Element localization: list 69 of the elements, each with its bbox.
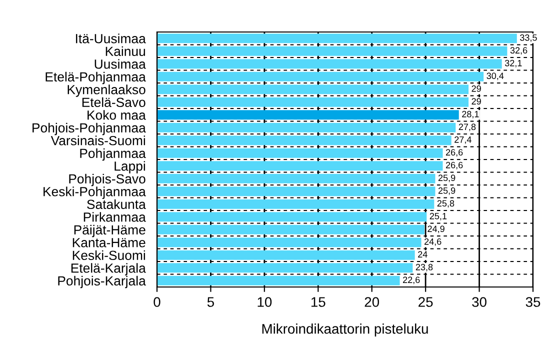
data-label: 25,8: [437, 200, 454, 208]
y-tick-label: Etelä-Savo: [82, 97, 146, 108]
bar: [157, 136, 452, 146]
x-tick-label: 35: [526, 297, 540, 307]
y-tick-label: Päijät-Häme: [74, 224, 146, 238]
data-label: 33,5: [520, 34, 537, 42]
bar: [157, 250, 415, 260]
data-label: 32,1: [504, 60, 522, 68]
y-tick-label: Varsinais-Suomi: [50, 136, 146, 146]
x-tick-label: 5: [207, 297, 214, 307]
bar: [157, 97, 469, 107]
data-label: 27,4: [454, 136, 472, 144]
data-label: 26,6: [446, 162, 463, 170]
data-label: 23,8: [416, 264, 433, 272]
data-label: 24: [418, 251, 428, 258]
y-tick-label: Lappi: [114, 161, 146, 174]
bar: [157, 110, 459, 120]
x-tick-label: 30: [472, 297, 486, 307]
data-label: 28,1: [462, 110, 479, 118]
y-tick-label: Itä-Uusimaa: [76, 34, 146, 44]
y-tick-label: Etelä-Pohjanmaa: [46, 72, 146, 84]
bar: [157, 46, 508, 56]
bar: [157, 238, 422, 248]
bar: [157, 72, 484, 82]
y-tick-label: Kanta-Häme: [72, 238, 146, 248]
data-label: 25,1: [430, 212, 447, 220]
y-tick-label: Satakunta: [87, 199, 146, 210]
bar: [157, 34, 517, 44]
bar: [157, 122, 456, 132]
bar: [157, 224, 424, 234]
data-label: 24,9: [428, 226, 444, 234]
data-label: 30,4: [486, 72, 504, 80]
y-tick-label: Pohjois-Karjala: [58, 276, 146, 288]
data-label: 29: [472, 98, 481, 105]
y-tick-label: Pohjois-Pohjanmaa: [32, 122, 146, 136]
data-label: 25,9: [438, 187, 456, 195]
bar: [157, 161, 443, 171]
y-tick-label: Kymenlaakso: [68, 84, 146, 97]
y-tick-label: Etelä-Karjala: [71, 263, 146, 276]
bar: [157, 84, 469, 94]
y-tick-label: Uusimaa: [94, 59, 146, 69]
data-label: 29: [472, 85, 481, 92]
bar: [157, 59, 502, 69]
y-tick-label: Pirkanmaa: [84, 212, 146, 222]
y-tick-label: Keski-Pohjanmaa: [44, 186, 146, 199]
x-tick-label: 15: [311, 297, 326, 307]
y-tick-label: Kainuu: [106, 46, 146, 56]
y-tick-label: Keski-Suomi: [72, 250, 145, 260]
bar: [157, 186, 436, 196]
bar: [157, 263, 413, 273]
data-label: 32,6: [510, 47, 528, 55]
bar: [157, 174, 436, 184]
x-tick-label: 10: [258, 297, 272, 307]
data-label: 22,6: [403, 276, 420, 284]
x-tick-label: 25: [418, 297, 433, 307]
bar: [157, 276, 400, 286]
bar: [157, 199, 434, 209]
bar: [157, 148, 443, 158]
x-tick-label: 0: [154, 297, 160, 307]
data-label: 26,6: [446, 149, 463, 157]
x-axis-title: Mikroindikaattorin pisteluku: [262, 324, 428, 337]
y-tick-label: Pohjois-Savo: [69, 174, 146, 186]
y-tick-label: Pohjanmaa: [80, 148, 146, 161]
y-tick-label: Koko maa: [88, 110, 146, 120]
data-label: 24,6: [424, 238, 442, 246]
data-label: 27,8: [458, 124, 476, 132]
data-label: 25,9: [438, 174, 456, 182]
x-tick-label: 20: [364, 297, 380, 307]
bar: [157, 212, 427, 222]
